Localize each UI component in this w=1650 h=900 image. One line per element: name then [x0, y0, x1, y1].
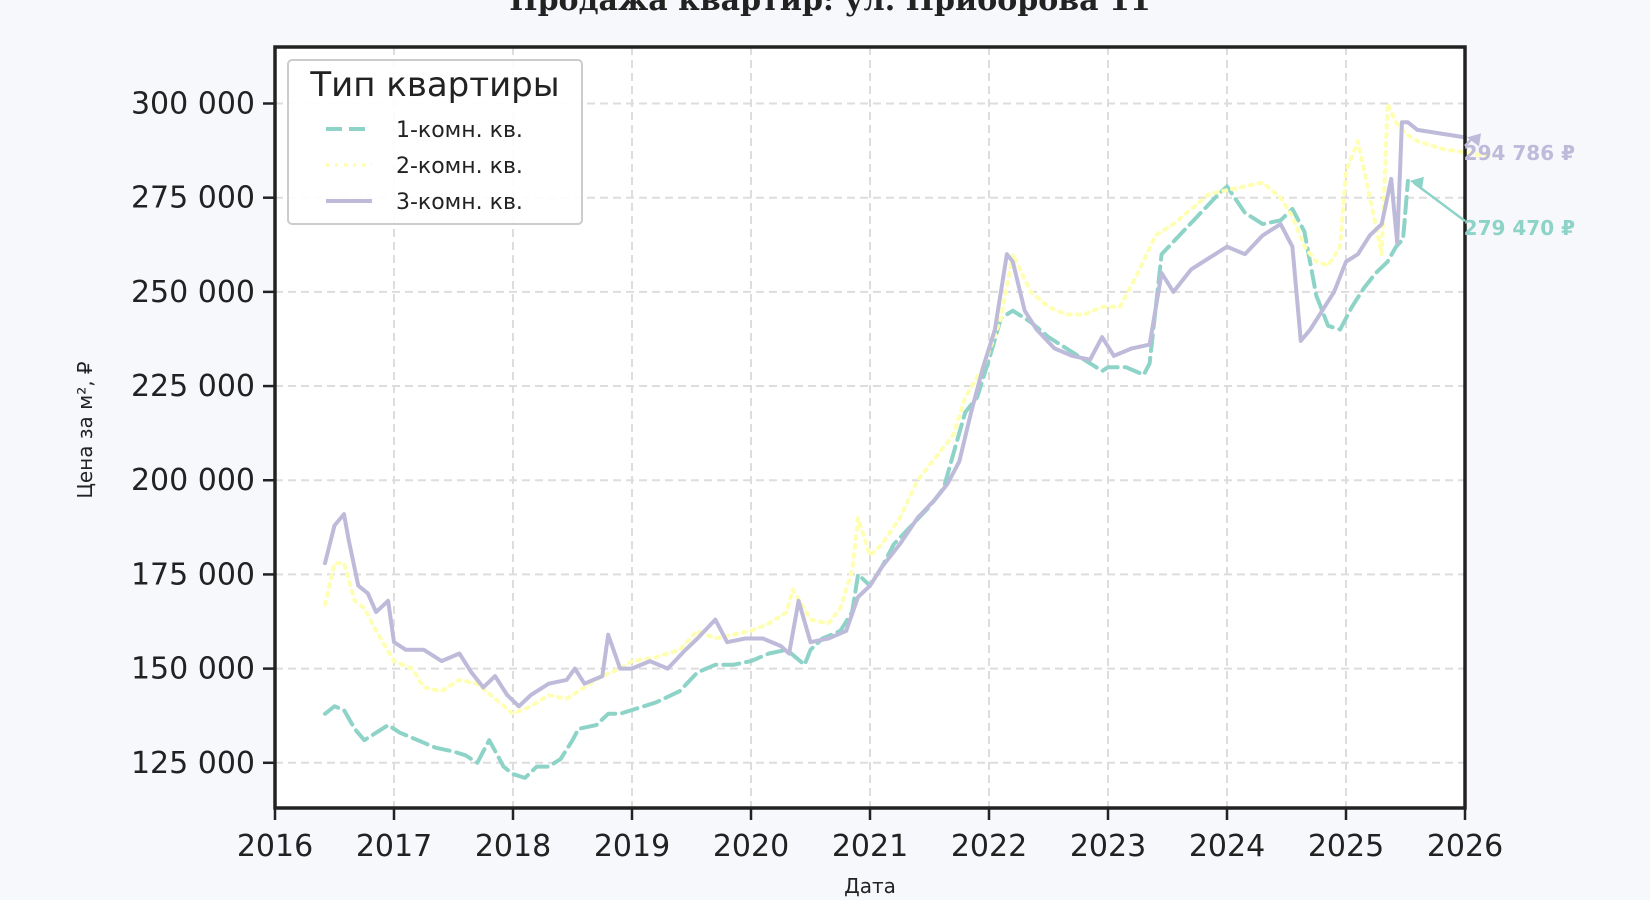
- legend: Тип квартиры 1-комн. кв. 2-комн. кв. 3-ком…: [287, 59, 583, 225]
- y-tick-label: 300 000: [131, 87, 255, 122]
- x-tick-label: 2018: [475, 829, 551, 864]
- annotation-arrowhead-1: [1467, 133, 1481, 147]
- legend-title: Тип квартиры: [309, 65, 559, 105]
- x-axis-label: Дата: [844, 874, 896, 898]
- x-tick-label: 2020: [713, 829, 789, 864]
- x-tick-label: 2021: [832, 829, 908, 864]
- x-tick-label: 2025: [1308, 829, 1384, 864]
- chart-title: Продажа квартир: ул. Приборова 11: [509, 0, 1150, 18]
- y-tick-label: 250 000: [131, 275, 255, 310]
- annotation-label-2: 279 470 ₽: [1464, 216, 1575, 240]
- x-tick-label: 2017: [356, 829, 432, 864]
- y-axis-label: Цена за м², ₽: [73, 361, 97, 499]
- series-line-1: [323, 178, 1410, 780]
- axes: 125 000 150 000 175 000 200 000 225 000 250 0…: [131, 45, 1503, 864]
- y-tick-label: 175 000: [131, 557, 255, 592]
- series-layer: [323, 101, 1491, 780]
- annotation-arrow-1: [1464, 138, 1472, 147]
- legend-label-3: 3-комн. кв.: [396, 190, 523, 215]
- annotation-label-1: 294 786 ₽: [1464, 141, 1575, 165]
- y-tick-label: 275 000: [131, 181, 255, 216]
- x-tick-label: 2022: [951, 829, 1027, 864]
- x-tick-label: 2019: [594, 829, 670, 864]
- series-line-2: [323, 101, 1491, 716]
- legend-label-2: 2-комн. кв.: [396, 154, 523, 179]
- y-tick-label: 125 000: [131, 746, 255, 781]
- legend-label-1: 1-комн. кв.: [396, 118, 523, 143]
- x-tick-label: 2023: [1070, 829, 1146, 864]
- x-tick-label: 2024: [1189, 829, 1265, 864]
- y-tick-label: 150 000: [131, 652, 255, 687]
- x-tick-label: 2016: [237, 829, 313, 864]
- y-tick-label: 225 000: [131, 369, 255, 404]
- series-line-3: [323, 120, 1467, 709]
- legend-box: [287, 59, 583, 225]
- annotation-arrow-2: [1413, 181, 1466, 223]
- x-tick-label: 2026: [1427, 829, 1503, 864]
- annotation-arrowhead-2: [1409, 176, 1424, 190]
- plot-frame: [273, 45, 1467, 810]
- y-tick-label: 200 000: [131, 463, 255, 498]
- annotations: 294 786 ₽ 279 470 ₽: [1409, 133, 1575, 240]
